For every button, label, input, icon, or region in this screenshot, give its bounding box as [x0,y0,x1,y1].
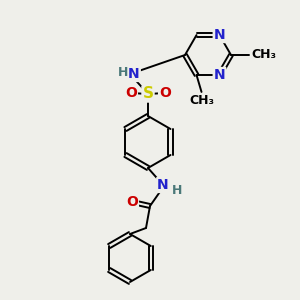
Text: CH₃: CH₃ [251,49,276,62]
Text: N: N [214,68,225,82]
Text: CH₃: CH₃ [189,94,214,107]
Text: S: S [142,86,154,101]
Text: O: O [125,86,137,100]
Text: H: H [118,67,128,80]
Text: O: O [126,195,138,209]
Text: N: N [214,28,225,42]
Text: N: N [128,67,140,81]
Text: H: H [172,184,182,197]
Text: O: O [159,86,171,100]
Text: N: N [157,178,169,192]
